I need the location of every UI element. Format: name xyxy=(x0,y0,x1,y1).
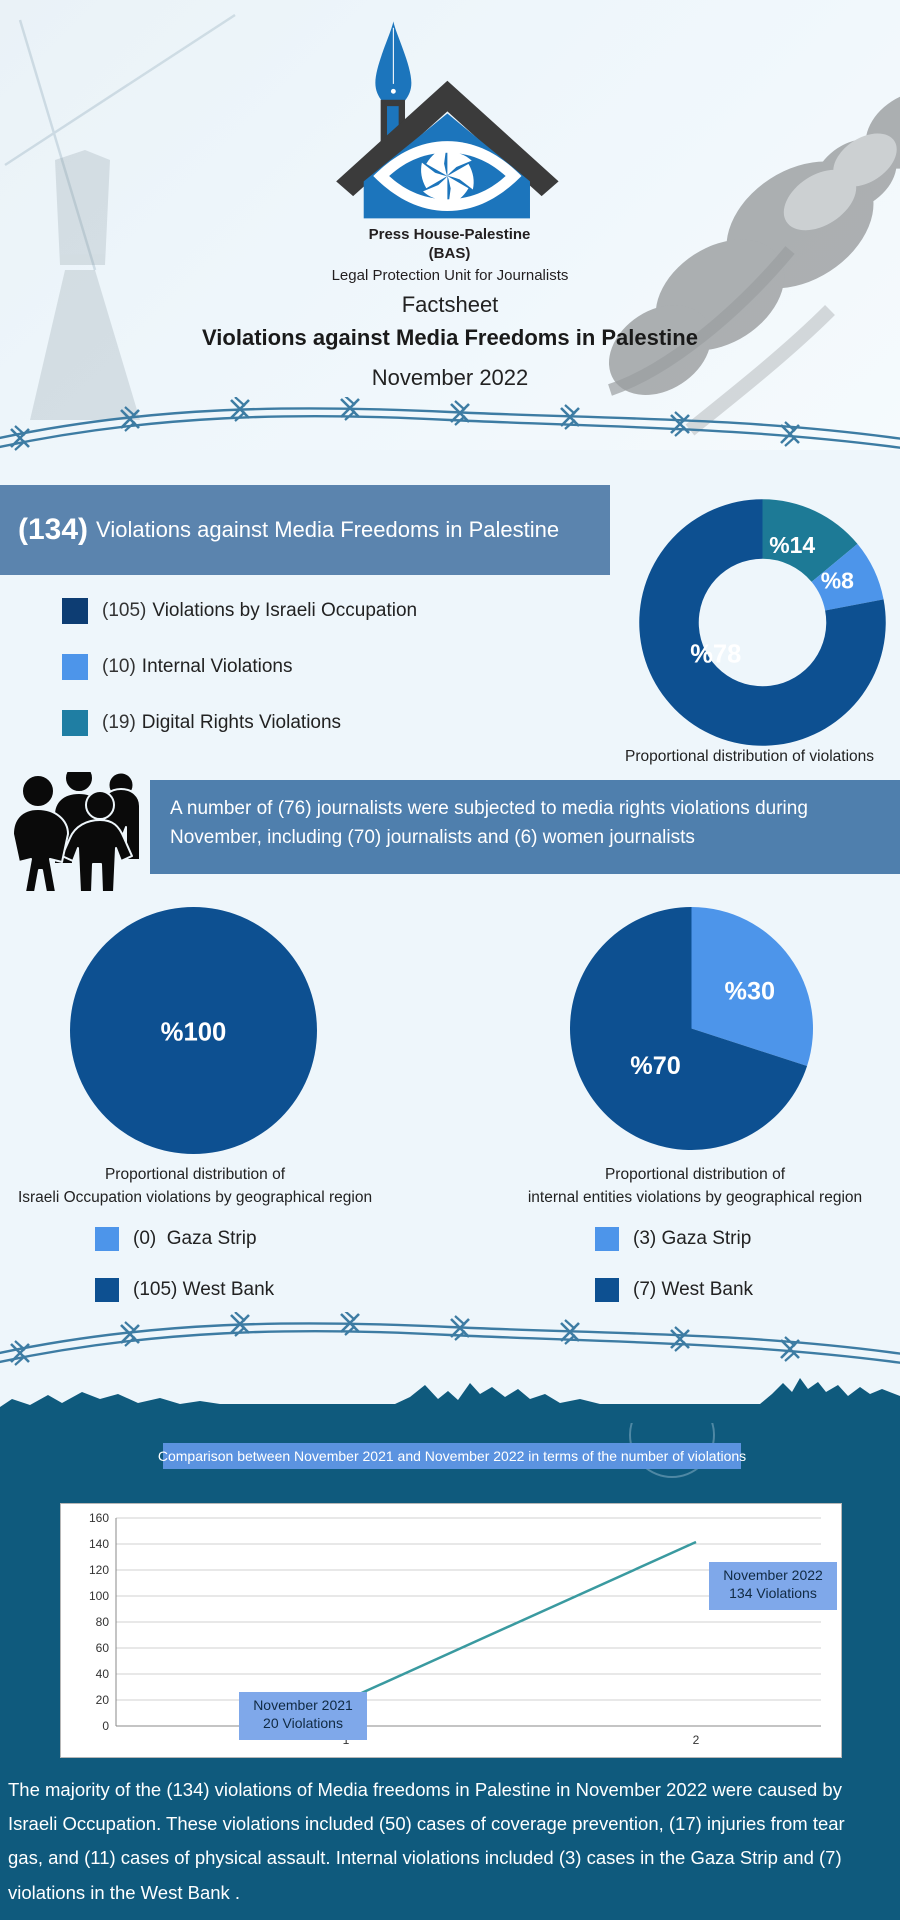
svg-text:%14: %14 xyxy=(769,532,815,558)
svg-text:20: 20 xyxy=(96,1693,110,1707)
svg-text:120: 120 xyxy=(89,1563,109,1577)
svg-text:0: 0 xyxy=(102,1719,109,1733)
svg-text:40: 40 xyxy=(96,1667,110,1681)
svg-text:80: 80 xyxy=(96,1615,110,1629)
svg-text:November 2022: November 2022 xyxy=(723,1567,823,1583)
svg-text:%8: %8 xyxy=(821,568,854,594)
svg-text:160: 160 xyxy=(89,1511,109,1525)
svg-text:%30: %30 xyxy=(725,977,776,1005)
svg-text:2: 2 xyxy=(693,1733,700,1747)
svg-text:100: 100 xyxy=(89,1589,109,1603)
svg-text:%78: %78 xyxy=(690,640,741,668)
svg-text:November 2021: November 2021 xyxy=(253,1697,353,1713)
svg-text:20 Violations: 20 Violations xyxy=(263,1715,343,1731)
svg-text:134 Violations: 134 Violations xyxy=(729,1585,817,1601)
svg-text:140: 140 xyxy=(89,1537,109,1551)
svg-text:60: 60 xyxy=(96,1641,110,1655)
svg-text:%70: %70 xyxy=(630,1052,681,1080)
svg-text:%100: %100 xyxy=(161,1018,227,1046)
